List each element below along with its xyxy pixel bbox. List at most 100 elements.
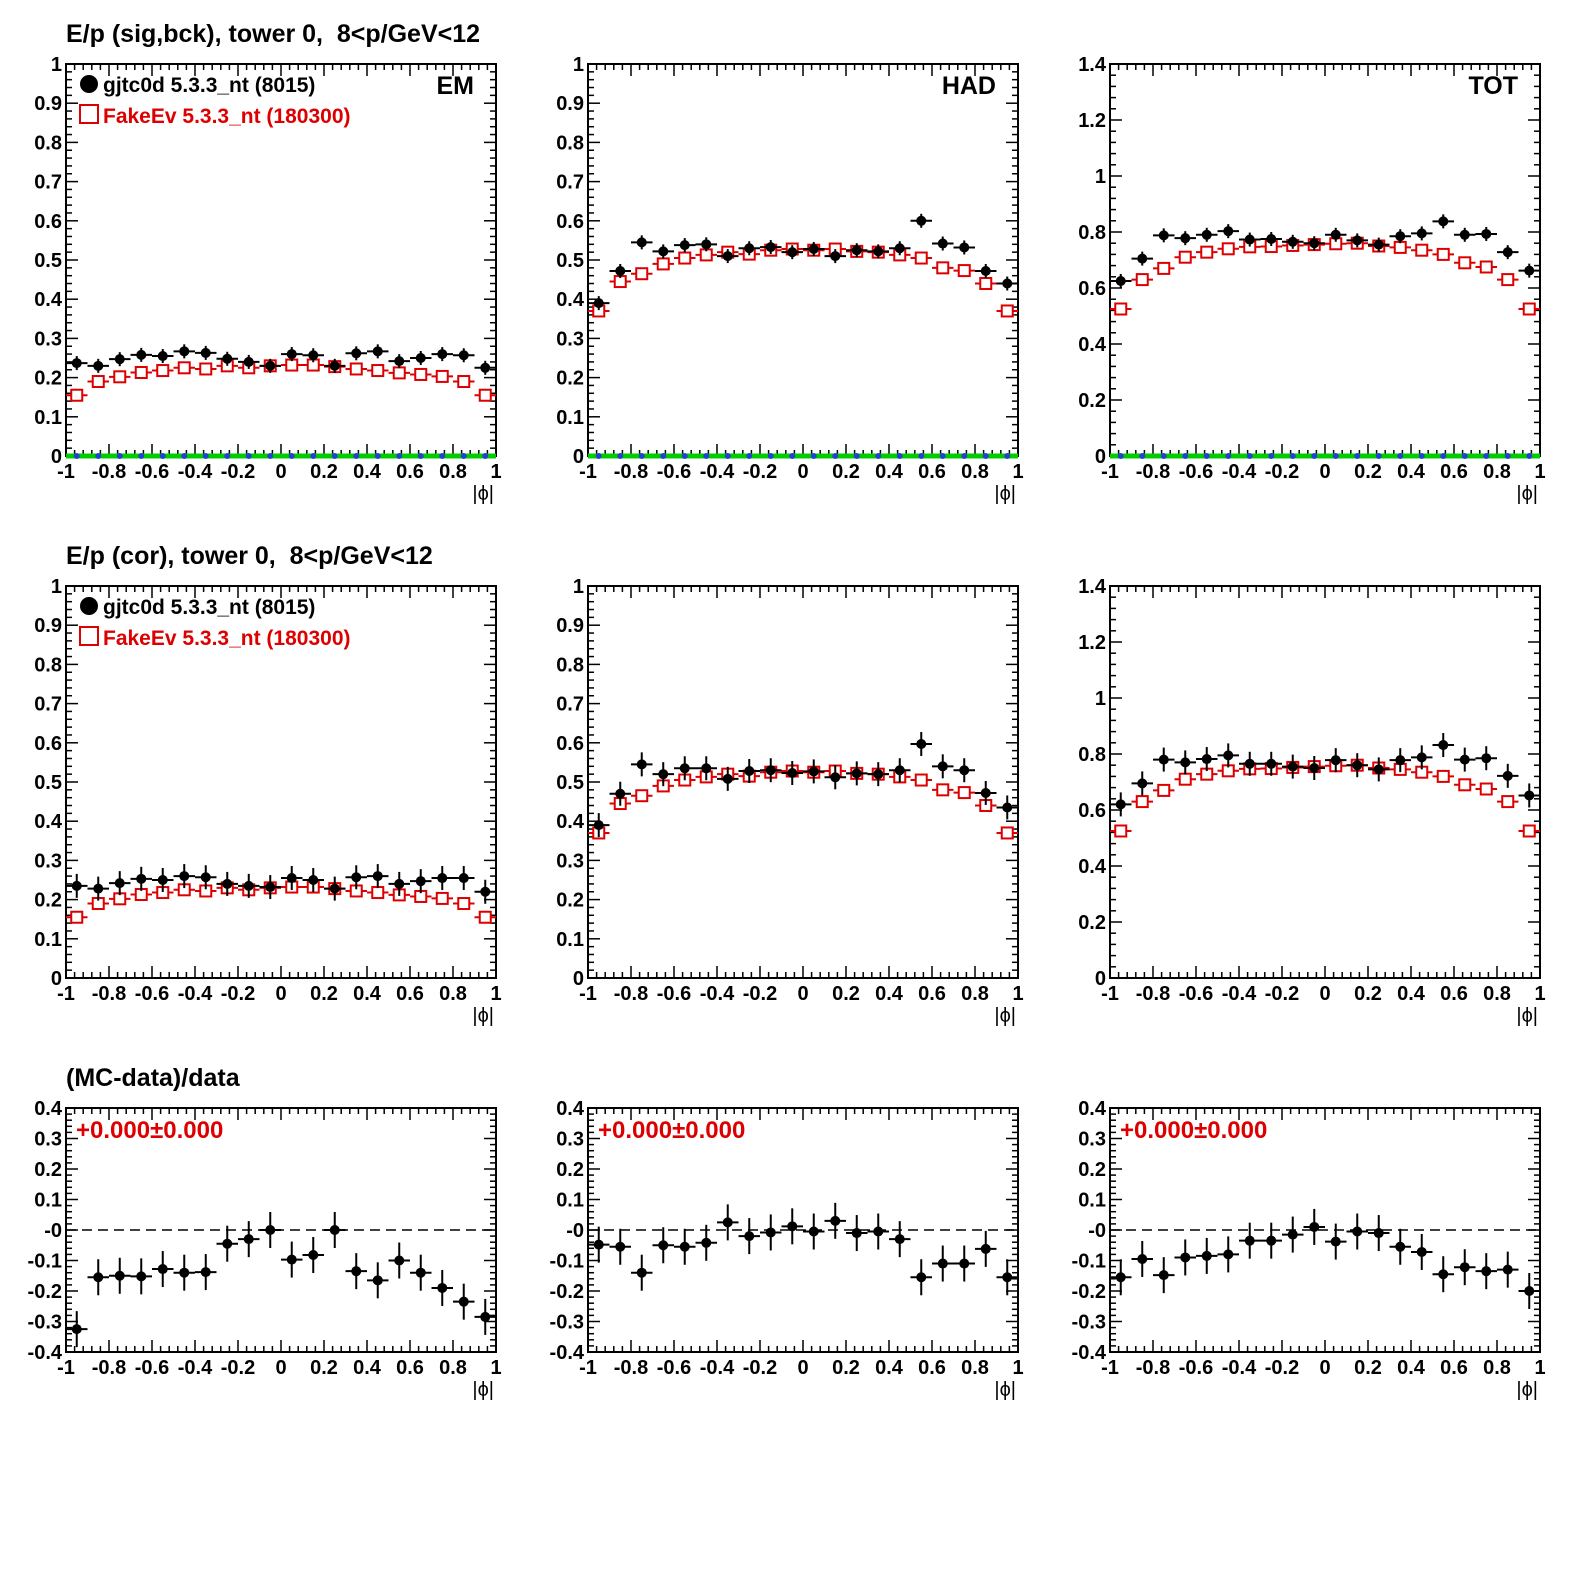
ratio-point	[808, 1226, 819, 1237]
mc-point	[134, 888, 148, 902]
ratio-point	[851, 1228, 862, 1239]
data-point	[808, 766, 819, 777]
x-tick-label: -0.6	[657, 1357, 691, 1379]
panel-had_cor: -1 -0.8 -0.6 -0.4 -0.2 0 0.2 0.4 0.6 0.8 1|ϕ|00.10…	[556, 576, 1023, 1027]
mc-point	[914, 251, 928, 265]
mc-point	[850, 766, 864, 780]
data-point	[593, 820, 604, 831]
mc-point	[764, 243, 778, 257]
y-tick-label: 0.2	[34, 368, 62, 390]
mc-point	[220, 359, 234, 373]
data-point	[1287, 761, 1298, 772]
zero-series-point	[138, 453, 145, 459]
ratio-point	[722, 1217, 733, 1228]
y-tick-label: 0.6	[1078, 800, 1106, 822]
x-axis-label: |ϕ|	[994, 1379, 1016, 1401]
zero-series-point	[417, 453, 424, 459]
x-tick-label: -0.4	[1222, 1357, 1257, 1379]
legend-data-label: gjtc0d 5.3.3_nt (8015)	[103, 74, 315, 97]
mc-point	[1307, 760, 1321, 774]
y-tick-label: 0.4	[1078, 856, 1107, 878]
x-tick-label: -0.6	[1179, 983, 1213, 1005]
x-tick-label: 0.2	[310, 461, 338, 483]
mc-point	[785, 242, 799, 256]
mc-point	[613, 275, 627, 289]
zero-series-point	[1311, 453, 1318, 459]
data-point	[722, 773, 733, 784]
x-tick-label: -1	[579, 1357, 597, 1379]
y-tick-label: 0.2	[34, 1159, 62, 1181]
plot-frame	[1109, 63, 1541, 457]
zero-series-point	[832, 453, 839, 459]
ratio-point	[286, 1254, 297, 1265]
mc-point	[70, 388, 84, 402]
ratio-point	[1287, 1229, 1298, 1240]
x-tick-label: 0.4	[353, 1357, 382, 1379]
y-tick-label: 0.1	[556, 929, 584, 951]
mc-point	[1243, 240, 1257, 254]
x-tick-label: -0.2	[743, 983, 777, 1005]
x-tick-label: 0.4	[875, 461, 904, 483]
x-tick-label: -0.6	[657, 461, 691, 483]
ratio-point	[894, 1234, 905, 1245]
y-tick-label: -0.3	[1072, 1312, 1106, 1334]
x-tick-label: -0.6	[1179, 461, 1213, 483]
data-point	[372, 346, 383, 357]
x-tick-label: 0.4	[875, 983, 904, 1005]
y-tick-label: 0.8	[1078, 744, 1106, 766]
data-point	[415, 353, 426, 363]
data-point	[308, 875, 319, 885]
legend-mc-label: FakeEv 5.3.3_nt (180300)	[103, 627, 351, 650]
y-tick-label: 0.9	[556, 93, 584, 115]
y-tick-label: 0.6	[556, 211, 584, 233]
mc-point	[936, 783, 950, 797]
zero-series-point	[638, 453, 645, 459]
y-tick-label: 0.8	[556, 132, 584, 154]
data-point	[744, 766, 755, 777]
zero-series-point	[1289, 453, 1296, 459]
data-point	[1459, 229, 1470, 240]
data-point	[744, 243, 755, 254]
mc-point	[1458, 778, 1472, 792]
mc-point	[764, 765, 778, 779]
x-tick-label: 0.8	[1483, 983, 1511, 1005]
data-point	[1002, 802, 1013, 813]
mc-point	[1307, 238, 1321, 252]
data-point	[636, 759, 647, 770]
plot-frame	[587, 585, 1019, 979]
x-tick-label: -0.8	[92, 1357, 126, 1379]
ratio-point	[1502, 1264, 1513, 1275]
data-point	[765, 765, 776, 776]
x-tick-label: -0.6	[1179, 1357, 1213, 1379]
ratio-point	[458, 1296, 469, 1307]
zero-series-point	[1225, 453, 1232, 459]
mc-point	[242, 361, 256, 375]
y-tick-label: 1	[1095, 166, 1106, 188]
x-tick-label: 0.8	[439, 983, 467, 1005]
y-tick-label: 0	[51, 446, 62, 468]
ratio-point	[787, 1221, 798, 1232]
data-point	[1223, 750, 1234, 761]
x-tick-label: -0.6	[135, 461, 169, 483]
mc-point	[414, 889, 428, 903]
mc-point	[457, 375, 471, 389]
mc-point	[1135, 795, 1149, 809]
mc-point	[871, 767, 885, 781]
panel-had_ratio: -1 -0.8 -0.6 -0.4 -0.2 0 0.2 0.4 0.6 0.8 1|ϕ|-0.4-…	[550, 1098, 1024, 1401]
data-point	[394, 878, 405, 889]
zero-series-point	[1332, 453, 1339, 459]
panel-had_sigbck: -1 -0.8 -0.6 -0.4 -0.2 0 0.2 0.4 0.6 0.8 1|ϕ|00.10…	[556, 54, 1023, 505]
data-point	[136, 873, 147, 884]
mc-point	[392, 366, 406, 380]
mc-point	[1372, 761, 1386, 775]
mc-point	[1178, 772, 1192, 786]
data-point	[1330, 755, 1341, 766]
zero-series-point	[1203, 453, 1210, 459]
mc-point	[1264, 240, 1278, 254]
mc-point	[371, 364, 385, 378]
ratio-point	[744, 1231, 755, 1242]
y-tick-label: 0	[51, 968, 62, 990]
x-tick-label: -0.8	[1136, 983, 1170, 1005]
zero-series-point	[1182, 453, 1189, 459]
